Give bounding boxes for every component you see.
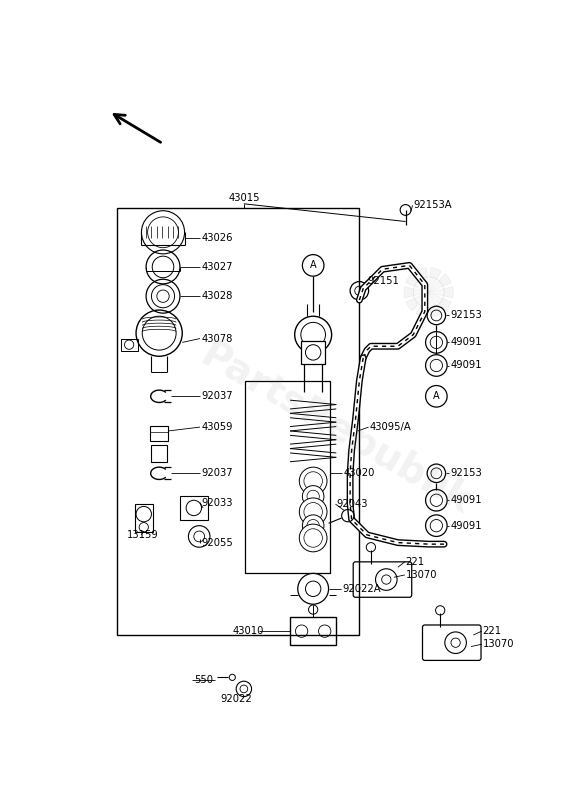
Text: 92022: 92022 <box>220 694 252 704</box>
Wedge shape <box>416 268 429 292</box>
Text: 92043: 92043 <box>336 499 368 509</box>
Text: 550: 550 <box>194 674 213 685</box>
Text: PartsRepublik: PartsRepublik <box>193 335 478 522</box>
Wedge shape <box>406 292 429 311</box>
Circle shape <box>299 524 327 552</box>
Text: A: A <box>433 391 440 402</box>
Text: A: A <box>310 261 317 270</box>
Text: 92153A: 92153A <box>413 200 452 210</box>
Wedge shape <box>416 292 429 317</box>
Text: 43059: 43059 <box>201 422 233 432</box>
Text: 43078: 43078 <box>201 334 233 343</box>
Circle shape <box>413 277 444 308</box>
Text: 13070: 13070 <box>405 570 437 580</box>
Text: 43020: 43020 <box>344 468 376 478</box>
Wedge shape <box>404 287 429 298</box>
Text: 49091: 49091 <box>450 361 482 370</box>
Text: 92022A: 92022A <box>342 584 381 594</box>
Text: 49091: 49091 <box>450 521 482 530</box>
Text: 43026: 43026 <box>201 234 233 243</box>
Bar <box>150 426 168 441</box>
Text: 13070: 13070 <box>482 639 514 650</box>
Circle shape <box>298 574 329 604</box>
Text: 13159: 13159 <box>127 530 159 540</box>
Circle shape <box>303 254 324 276</box>
Bar <box>117 208 359 635</box>
Circle shape <box>303 486 324 507</box>
Bar <box>301 341 325 364</box>
Text: 49091: 49091 <box>450 495 482 506</box>
Circle shape <box>426 386 447 407</box>
Wedge shape <box>429 274 451 292</box>
Text: 43028: 43028 <box>201 291 233 301</box>
Bar <box>151 445 167 462</box>
Text: 92153: 92153 <box>450 468 482 478</box>
Text: 49091: 49091 <box>450 338 482 347</box>
Wedge shape <box>429 287 453 298</box>
Text: 92033: 92033 <box>201 498 233 507</box>
Wedge shape <box>429 268 442 292</box>
Text: 92037: 92037 <box>201 468 233 478</box>
Bar <box>180 496 208 519</box>
Circle shape <box>299 498 327 526</box>
Text: 221: 221 <box>482 626 502 636</box>
Bar <box>121 338 138 351</box>
Wedge shape <box>429 292 442 317</box>
Circle shape <box>303 515 324 537</box>
Bar <box>245 381 330 574</box>
Text: 43015: 43015 <box>228 194 260 203</box>
Text: 221: 221 <box>405 557 425 567</box>
Wedge shape <box>429 292 451 311</box>
Bar <box>134 504 153 532</box>
Bar <box>290 618 336 645</box>
Wedge shape <box>406 274 429 292</box>
Text: 43095/A: 43095/A <box>369 422 411 432</box>
Text: 43010: 43010 <box>232 626 264 636</box>
Text: 43027: 43027 <box>201 262 233 272</box>
Text: 92151: 92151 <box>367 276 399 286</box>
Text: 92153: 92153 <box>450 310 482 321</box>
Text: 92037: 92037 <box>201 391 233 402</box>
Circle shape <box>299 467 327 495</box>
Text: 92055: 92055 <box>201 538 233 547</box>
